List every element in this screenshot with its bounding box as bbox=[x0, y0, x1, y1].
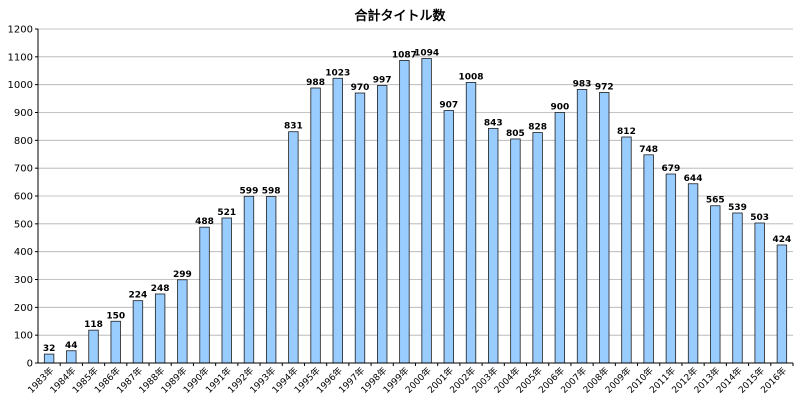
data-label: 598 bbox=[262, 187, 281, 197]
bar bbox=[110, 320, 121, 364]
bar bbox=[332, 77, 343, 364]
data-label: 805 bbox=[506, 129, 525, 139]
bar bbox=[66, 350, 77, 364]
data-label: 679 bbox=[661, 164, 680, 174]
data-label: 224 bbox=[129, 291, 148, 301]
data-label: 970 bbox=[351, 83, 370, 93]
y-tick-label: 100 bbox=[14, 331, 33, 342]
y-tick-label: 500 bbox=[14, 219, 33, 230]
data-label: 32 bbox=[43, 344, 56, 354]
data-label: 248 bbox=[151, 284, 170, 294]
data-label: 44 bbox=[65, 341, 78, 351]
bar bbox=[288, 131, 299, 364]
y-tick-label: 600 bbox=[14, 192, 33, 203]
data-label: 488 bbox=[195, 217, 214, 227]
data-label: 1008 bbox=[458, 72, 483, 82]
data-label: 900 bbox=[550, 103, 569, 113]
chart-title: 合計タイトル数 bbox=[354, 8, 446, 24]
bar bbox=[443, 110, 454, 364]
data-label: 812 bbox=[617, 127, 636, 137]
bar bbox=[532, 132, 543, 364]
bar bbox=[377, 85, 388, 364]
y-tick-label: 800 bbox=[14, 136, 33, 147]
data-label: 299 bbox=[173, 270, 192, 280]
bar bbox=[132, 300, 144, 364]
bar bbox=[687, 183, 699, 364]
bar bbox=[754, 222, 765, 364]
bar bbox=[643, 154, 654, 364]
bar bbox=[354, 92, 366, 364]
y-tick-label: 0 bbox=[27, 359, 33, 370]
data-label: 1094 bbox=[414, 49, 439, 59]
y-tick-label: 1000 bbox=[8, 80, 33, 91]
data-label: 988 bbox=[306, 78, 325, 88]
data-label: 972 bbox=[595, 82, 614, 92]
bar bbox=[177, 279, 188, 364]
y-tick-label: 200 bbox=[14, 303, 33, 314]
bar bbox=[510, 138, 521, 364]
data-label: 599 bbox=[240, 186, 259, 196]
y-tick-label: 300 bbox=[14, 275, 33, 286]
y-tick-label: 1100 bbox=[8, 52, 33, 63]
data-label: 539 bbox=[728, 203, 747, 213]
bar bbox=[310, 87, 321, 364]
bar bbox=[265, 196, 277, 364]
bar bbox=[465, 82, 477, 364]
data-label: 503 bbox=[750, 213, 769, 223]
bar bbox=[488, 127, 499, 364]
data-label: 748 bbox=[639, 145, 658, 155]
data-label: 828 bbox=[528, 123, 547, 133]
bar bbox=[88, 329, 99, 364]
bar bbox=[776, 244, 788, 364]
bar bbox=[154, 293, 166, 364]
data-label: 907 bbox=[439, 101, 458, 111]
data-label: 118 bbox=[84, 320, 103, 330]
data-label: 997 bbox=[373, 76, 392, 86]
bar bbox=[199, 226, 210, 364]
data-label: 1023 bbox=[325, 68, 350, 78]
bar bbox=[43, 353, 55, 364]
bar bbox=[665, 173, 677, 364]
bar bbox=[221, 217, 232, 364]
data-label: 150 bbox=[106, 311, 125, 321]
data-label: 521 bbox=[217, 208, 236, 218]
data-label: 644 bbox=[684, 174, 703, 184]
data-label: 1087 bbox=[392, 50, 417, 60]
y-tick-label: 700 bbox=[14, 164, 33, 175]
bar bbox=[732, 212, 743, 364]
bar bbox=[576, 88, 588, 364]
data-label: 843 bbox=[484, 118, 503, 128]
data-label: 831 bbox=[284, 122, 303, 132]
data-label: 565 bbox=[706, 196, 725, 206]
y-tick-label: 900 bbox=[14, 108, 33, 119]
bar bbox=[243, 195, 255, 364]
data-label: 424 bbox=[772, 235, 791, 245]
y-tick-label: 1200 bbox=[8, 25, 33, 36]
bar bbox=[554, 112, 566, 364]
bar bbox=[710, 205, 721, 364]
bar bbox=[599, 92, 610, 364]
bar bbox=[421, 58, 432, 364]
bar bbox=[399, 60, 410, 364]
y-tick-label: 400 bbox=[14, 247, 33, 258]
data-label: 983 bbox=[573, 79, 592, 89]
bar bbox=[621, 136, 632, 364]
